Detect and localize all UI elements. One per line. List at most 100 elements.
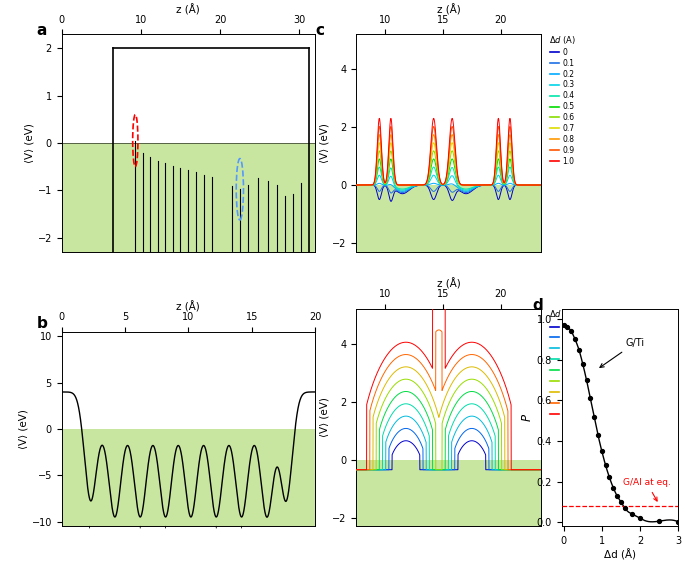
Circle shape [176,532,188,550]
Circle shape [87,549,92,555]
Circle shape [191,270,196,310]
Circle shape [164,321,169,362]
X-axis label: z (Å): z (Å) [437,4,460,15]
Circle shape [138,321,142,362]
X-axis label: z (Å): z (Å) [437,279,460,290]
Circle shape [197,296,201,336]
Circle shape [151,296,155,336]
Legend: 0, 0.1, 0.2, 0.3, 0.4, 0.5, 0.6, 0.7, 0.8, 0.9, 1.0: 0, 0.1, 0.2, 0.3, 0.4, 0.5, 0.6, 0.7, 0.… [549,34,576,166]
Circle shape [194,309,199,349]
Circle shape [127,309,132,349]
Circle shape [140,309,145,349]
Y-axis label: ⟨V⟩ (eV): ⟨V⟩ (eV) [25,123,35,163]
Circle shape [191,296,196,336]
Circle shape [271,554,283,572]
Circle shape [112,371,114,388]
Circle shape [178,270,182,310]
Text: a: a [36,23,47,38]
Circle shape [162,337,166,378]
Text: G/Ti: G/Ti [600,338,645,367]
Circle shape [273,264,278,315]
Circle shape [208,554,219,572]
Circle shape [127,280,132,320]
Circle shape [143,347,147,388]
Circle shape [140,280,145,320]
Circle shape [164,296,169,336]
Circle shape [156,270,161,310]
Circle shape [148,309,153,349]
Bar [356,34,541,185]
Circle shape [202,309,206,349]
Circle shape [188,280,193,320]
Circle shape [129,321,134,362]
Circle shape [188,337,193,378]
Circle shape [138,296,142,336]
X-axis label: z (Å): z (Å) [177,301,200,313]
Circle shape [151,270,155,310]
Bar [62,34,315,143]
Circle shape [156,296,161,336]
Circle shape [127,337,132,378]
Circle shape [87,537,92,545]
Circle shape [178,347,182,388]
Text: d: d [532,298,543,313]
Y-axis label: ⟨V⟩ (eV): ⟨V⟩ (eV) [18,409,29,449]
Text: b: b [36,316,47,331]
Circle shape [87,554,92,561]
Circle shape [167,337,171,378]
Circle shape [175,309,179,349]
Circle shape [205,296,209,336]
Circle shape [233,264,238,315]
Circle shape [181,337,185,378]
Circle shape [138,347,142,388]
Circle shape [202,280,206,320]
Circle shape [184,321,188,362]
Circle shape [156,347,161,388]
Circle shape [153,337,158,378]
Circle shape [205,321,209,362]
Circle shape [135,309,139,349]
Circle shape [153,280,158,320]
Circle shape [162,309,166,349]
Circle shape [202,337,206,378]
Circle shape [292,264,298,315]
Circle shape [292,343,298,394]
X-axis label: Δd (Å): Δd (Å) [604,549,636,560]
Circle shape [184,347,188,388]
Circle shape [253,304,258,354]
Circle shape [143,321,147,362]
Legend: 1.0, 1.5, 2.0, 2.5, 3.0, 3.5, 4.0, 4.5, 5.0: 1.0, 1.5, 2.0, 2.5, 3.0, 3.5, 4.0, 4.5, … [549,308,576,419]
Circle shape [151,347,155,388]
Circle shape [162,280,166,320]
Circle shape [205,270,209,310]
Circle shape [194,337,199,378]
Circle shape [271,543,283,561]
Circle shape [253,343,258,394]
Circle shape [138,270,142,310]
Circle shape [178,321,182,362]
Circle shape [135,280,139,320]
Circle shape [175,337,179,378]
Circle shape [129,270,134,310]
Text: c: c [316,23,325,38]
Circle shape [240,532,251,550]
Circle shape [175,280,179,320]
Circle shape [145,543,156,561]
Circle shape [191,321,196,362]
Circle shape [208,543,219,561]
Circle shape [170,347,175,388]
Circle shape [143,296,147,336]
Circle shape [273,343,278,394]
Circle shape [129,347,134,388]
Circle shape [197,270,201,310]
Circle shape [292,304,298,354]
Bar [356,309,541,459]
Circle shape [271,532,283,550]
Circle shape [205,347,209,388]
Circle shape [148,280,153,320]
Circle shape [167,309,171,349]
Circle shape [181,280,185,320]
Y-axis label: ⟨V⟩ (eV): ⟨V⟩ (eV) [319,123,329,163]
Circle shape [233,343,238,394]
Circle shape [184,270,188,310]
